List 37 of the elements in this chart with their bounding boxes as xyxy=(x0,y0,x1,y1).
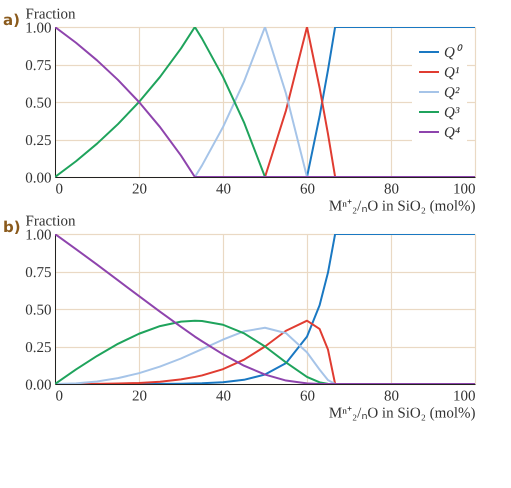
y-tick-label: 0.75 xyxy=(25,265,52,281)
x-tick-label: 40 xyxy=(216,388,231,404)
x-axis-title: Mⁿ⁺₂/ₙO in SiO₂ (mol%) xyxy=(328,406,476,422)
y-tick-label: 0.75 xyxy=(25,58,52,74)
chart-title: b) xyxy=(3,218,21,236)
x-tick-label: 100 xyxy=(453,182,476,198)
x-tick-label: 40 xyxy=(216,182,231,198)
x-tick-label: 80 xyxy=(384,388,399,404)
x-tick-label: 20 xyxy=(132,388,147,404)
line-series xyxy=(194,27,308,177)
y-tick-label: 1.00 xyxy=(25,20,52,36)
y-tick-label: 0.00 xyxy=(25,378,52,394)
legend-label: Q⁰ xyxy=(444,44,463,61)
x-tick-label: 20 xyxy=(132,182,147,198)
chart-title: a) xyxy=(3,11,20,29)
legend-label: Q¹ xyxy=(444,65,460,81)
x-tick-label: 0 xyxy=(56,388,63,404)
y-axis-title: Fraction xyxy=(26,6,76,22)
x-tick-label: 60 xyxy=(300,182,315,198)
x-tick-label: 60 xyxy=(300,388,315,404)
line-series xyxy=(264,27,336,177)
legend-label: Q² xyxy=(444,85,460,101)
y-tick-label: 0.25 xyxy=(25,133,52,149)
x-tick-label: 80 xyxy=(384,182,399,198)
x-axis-title: Mⁿ⁺₂/ₙO in SiO₂ (mol%) xyxy=(328,198,476,214)
y-tick-label: 0.50 xyxy=(25,302,52,318)
line-series xyxy=(55,27,475,177)
x-tick-label: 100 xyxy=(453,388,476,404)
x-tick-label: 0 xyxy=(56,182,63,198)
legend-label: Q⁴ xyxy=(444,125,460,141)
y-tick-label: 0.25 xyxy=(25,340,52,356)
y-axis-title: Fraction xyxy=(26,214,76,230)
y-tick-label: 0.00 xyxy=(25,170,52,186)
legend-label: Q³ xyxy=(444,105,460,121)
line-series xyxy=(55,234,475,384)
y-tick-label: 0.50 xyxy=(25,96,52,112)
y-tick-label: 1.00 xyxy=(25,228,52,244)
